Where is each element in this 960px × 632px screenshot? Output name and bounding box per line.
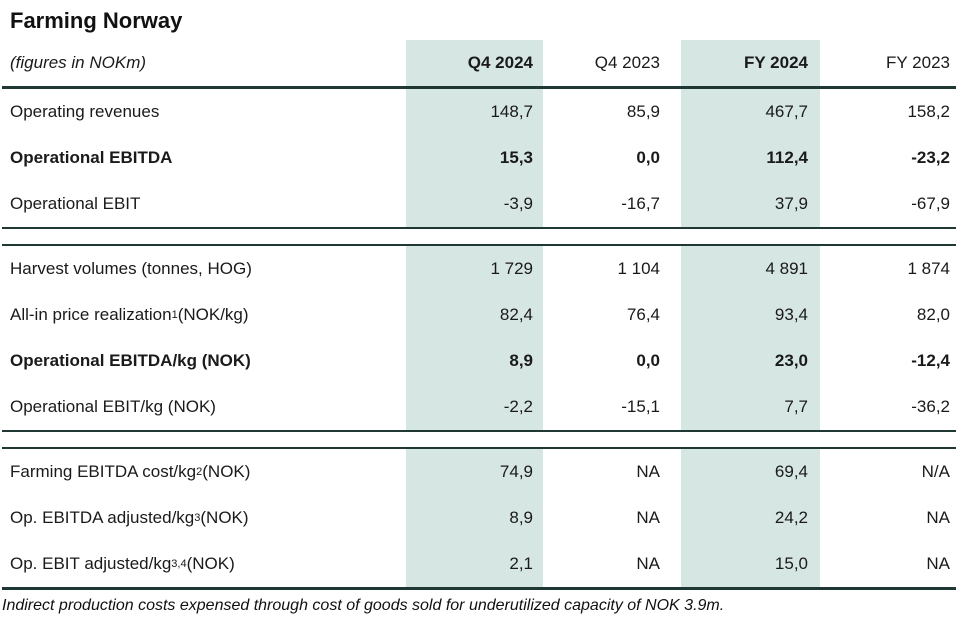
value-cell: -3,9 [406,181,543,227]
column-header: FY 2023 [886,53,950,72]
value-cell: -16,7 [621,194,660,213]
page-title: Farming Norway [10,8,183,33]
table-header-row: (figures in NOKm) Q4 2024 Q4 2023 FY 2024 F… [2,40,956,86]
row-label-suffix: (NOK) [186,554,235,573]
value-cell: 24,2 [681,495,820,541]
value-cell: 82,0 [916,305,950,324]
value-cell: -15,1 [621,397,660,416]
column-header: FY 2024 [681,40,820,86]
value-cell: 82,4 [406,292,543,338]
value-cell: 1 874 [907,259,950,278]
table-row: Operating revenues 148,7 85,9 467,7 158,2 [2,89,956,135]
table-row: Operational EBIT/kg (NOK) -2,2 -15,1 7,7 -36… [2,384,956,430]
table-row: Operational EBIT -3,9 -16,7 37,9 -67,9 [2,181,956,227]
table-row: All-in price realization 1 (NOK/kg) 82,4 76… [2,292,956,338]
table-row: Operational EBITDA/kg (NOK) 8,9 0,0 23,0 -12… [2,338,956,384]
row-label: Farming EBITDA cost/kg 2 (NOK) [10,462,251,481]
row-label-text: Operational EBIT [10,194,141,213]
value-cell: 23,0 [681,338,820,384]
value-cell: 8,9 [406,495,543,541]
unit-note: (figures in NOKm) [10,53,147,72]
financial-table: (figures in NOKm) Q4 2024 Q4 2023 FY 2024 F… [2,40,956,590]
value-cell: -2,2 [406,384,543,430]
value-cell: N/A [921,462,950,481]
row-label: Op. EBIT adjusted/kg 3,4 (NOK) [10,554,235,573]
row-label: Operational EBIT/kg (NOK) [2,384,406,430]
value-cell: NA [636,508,660,527]
value-cell: 69,4 [681,449,820,495]
row-label: Operational EBITDA [2,135,406,181]
value-cell: NA [926,508,950,527]
value-cell: -67,9 [911,194,950,213]
value-cell: 15,3 [406,135,543,181]
bottom-divider [2,587,956,590]
table-row: Op. EBIT adjusted/kg 3,4 (NOK) 2,1 NA 15,0 NA [2,541,956,587]
value-cell: 2,1 [406,541,543,587]
row-label-suffix: (NOK/kg) [177,305,249,324]
value-cell: 93,4 [681,292,820,338]
footnote-text: Indirect production costs expensed throu… [2,597,725,614]
value-cell: NA [636,554,660,573]
table-row: Harvest volumes (tonnes, HOG) 1 729 1 104 4… [2,246,956,292]
row-label-suffix: (NOK) [200,508,249,527]
table-row: Farming EBITDA cost/kg 2 (NOK) 74,9 NA 69,4 N… [2,449,956,495]
value-cell: 37,9 [681,181,820,227]
row-label-text: Operating revenues [10,102,160,121]
column-header: Q4 2024 [406,40,543,86]
row-label-text: All-in price realization [10,305,172,324]
value-cell: -12,4 [911,351,950,370]
value-cell: 0,0 [636,351,660,370]
row-label-suffix: (NOK) [202,462,251,481]
row-label-text: Op. EBIT adjusted/kg [10,554,172,573]
row-label-text: Harvest volumes (tonnes, HOG) [10,259,252,278]
row-label: Harvest volumes (tonnes, HOG) [2,246,406,292]
value-cell: 1 729 [406,246,543,292]
table-row: Op. EBITDA adjusted/kg 3 (NOK) 8,9 NA 24,2 NA [2,495,956,541]
value-cell: 467,7 [681,89,820,135]
value-cell: 7,7 [681,384,820,430]
row-label: Op. EBITDA adjusted/kg 3 (NOK) [10,508,249,527]
value-cell: -36,2 [911,397,950,416]
column-header: Q4 2023 [594,53,660,72]
value-cell: 158,2 [907,102,950,121]
value-cell: 112,4 [681,135,820,181]
value-cell: 1 104 [617,259,660,278]
table-row: Operational EBITDA 15,3 0,0 112,4 -23,2 [2,135,956,181]
value-cell: NA [926,554,950,573]
row-label: Operational EBITDA/kg (NOK) [2,338,406,384]
table-body: Operating revenues 148,7 85,9 467,7 158,2 Ope… [2,89,956,587]
value-cell: 85,9 [626,102,660,121]
row-label-text: Operational EBITDA [10,148,173,167]
value-cell: -23,2 [911,148,950,167]
row-label-text: Op. EBITDA adjusted/kg [10,508,195,527]
value-cell: 74,9 [406,449,543,495]
header-divider [2,86,956,89]
value-cell: 148,7 [406,89,543,135]
row-label-text: Operational EBIT/kg (NOK) [10,397,216,416]
section-divider [2,227,956,246]
row-label: All-in price realization 1 (NOK/kg) [10,305,249,324]
row-label-text: Farming EBITDA cost/kg [10,462,197,481]
value-cell: NA [636,462,660,481]
value-cell: 15,0 [681,541,820,587]
farming-norway-report: Farming Norway (figures in NOKm) Q4 2024… [0,8,960,615]
row-label: Operational EBIT [2,181,406,227]
row-label-text: Operational EBITDA/kg (NOK) [10,351,251,370]
value-cell: 4 891 [681,246,820,292]
value-cell: 8,9 [406,338,543,384]
row-label: Operating revenues [2,89,406,135]
value-cell: 76,4 [626,305,660,324]
value-cell: 0,0 [636,148,660,167]
section-divider [2,430,956,449]
